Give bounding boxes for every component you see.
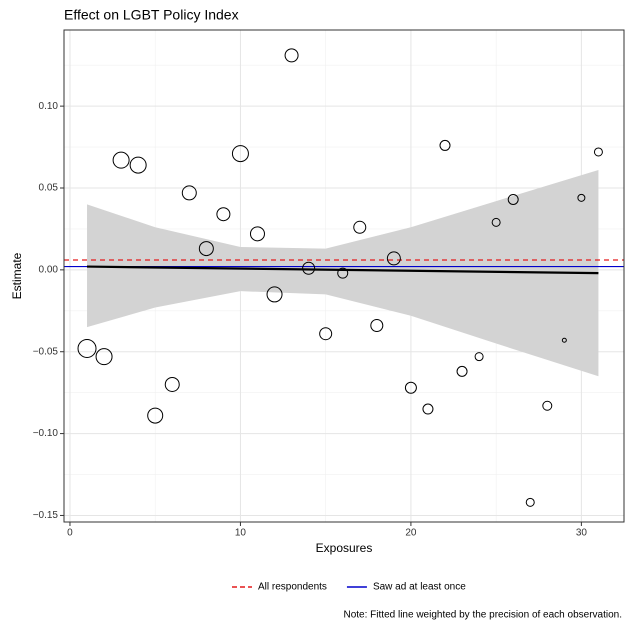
- point: [77, 338, 97, 358]
- fit-line: [86, 265, 599, 275]
- y-tick-label: −0.15: [33, 510, 59, 521]
- y-tick-label: 0.10: [39, 101, 59, 112]
- y-tick-label: −0.10: [33, 428, 59, 439]
- point: [404, 381, 417, 394]
- point: [542, 400, 553, 411]
- y-tick-label: −0.05: [33, 346, 59, 357]
- x-tick-label: 30: [576, 528, 588, 539]
- point: [474, 352, 484, 362]
- x-tick-label: 0: [67, 528, 73, 539]
- chart-title: Effect on LGBT Policy Index: [64, 7, 239, 23]
- point: [439, 139, 451, 151]
- x-tick-label: 20: [405, 528, 417, 539]
- point: [561, 337, 567, 343]
- point: [491, 217, 501, 227]
- point: [422, 403, 434, 415]
- point: [456, 365, 468, 377]
- x-tick-label: 10: [235, 528, 247, 539]
- point: [266, 286, 283, 303]
- point: [370, 319, 384, 333]
- point: [216, 207, 231, 222]
- point: [302, 261, 316, 275]
- point: [386, 251, 401, 266]
- point: [198, 241, 214, 257]
- point: [164, 376, 180, 392]
- y-tick-label: 0.05: [39, 183, 59, 194]
- y-axis-label: Estimate: [10, 252, 24, 299]
- point: [284, 48, 299, 63]
- y-tick-label: 0.00: [39, 265, 59, 276]
- x-axis-label: Exposures: [316, 541, 373, 555]
- point: [507, 193, 519, 205]
- point: [249, 226, 265, 242]
- point: [337, 267, 349, 279]
- point: [231, 145, 249, 163]
- panel-border: [63, 29, 625, 523]
- point: [129, 156, 147, 174]
- legend-label: All respondents: [258, 582, 327, 593]
- point: [593, 147, 603, 157]
- point: [353, 220, 367, 234]
- point: [525, 497, 535, 507]
- note: Note: Fitted line weighted by the precis…: [344, 610, 623, 621]
- point: [181, 185, 197, 201]
- point: [319, 327, 333, 341]
- legend-label: Saw ad at least once: [373, 582, 466, 593]
- confidence-band: [87, 169, 599, 377]
- point: [112, 151, 130, 169]
- point: [147, 407, 164, 424]
- point: [577, 193, 586, 202]
- point: [95, 348, 113, 366]
